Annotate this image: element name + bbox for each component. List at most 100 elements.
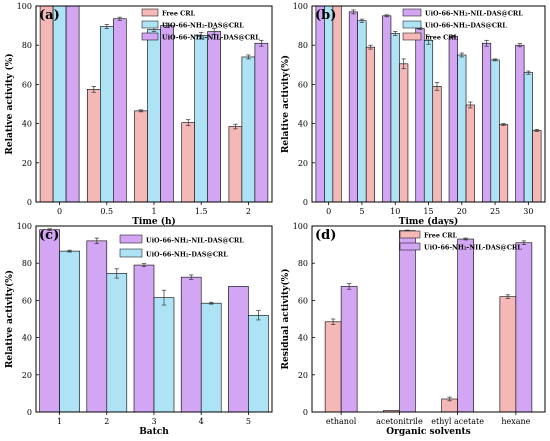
y-tick-label: 100 [293,2,308,11]
y-tick-label: 60 [298,296,308,305]
y-tick-label: 40 [298,120,308,129]
bar [523,72,533,203]
y-tick-label: 80 [22,259,32,268]
bar [482,42,492,203]
bar [86,240,108,413]
bar [134,110,148,203]
bar [365,46,375,203]
bar [490,59,500,203]
legend-label: UiO-66-NH₂-NIL-DAS@CRL [425,10,523,18]
bar [340,286,358,413]
series-d-1 [340,229,533,413]
bar [324,321,342,413]
legend-label: Free CRL [425,34,459,42]
chart-panel-d: 0 20 40 60 80 100 ethanol acetonitrile ethyl ace… [280,222,546,437]
bar [207,31,221,203]
legend-label: Free CRL [424,232,458,240]
x-tick-label: 2 [104,417,109,426]
y-tick-label: 60 [22,80,32,89]
bar [357,20,367,203]
legend-swatch [402,32,422,41]
bar [382,15,392,203]
bar [194,35,208,203]
x-tick-label: 15 [423,207,433,216]
bar [499,124,509,203]
bar [200,302,222,413]
panel-label: (c) [39,228,59,243]
legend-b: UiO-66-NH₂-NIL-DAS@CRL UiO-66-NH₂-DAS@CRL… [402,8,523,42]
series-d-0 [324,294,517,413]
bar [228,126,243,203]
y-axis-title: Relative activity(%) [4,270,15,368]
y-tick-label: 60 [298,80,308,89]
bar [457,54,467,203]
bar [423,39,434,203]
bar [448,36,458,203]
x-tick-label: 1 [57,417,62,426]
y-tick-label: 40 [22,334,32,343]
bar [39,5,54,203]
bar [348,11,358,203]
legend-label: UiO-66-NH₂-NIL-DAS@CRL [162,34,260,42]
legend-label: UiO-66-NH₂-NIL-DAS@CRL [146,237,244,245]
bar [100,26,114,203]
bar [315,5,325,203]
y-tick-label: 80 [298,41,308,50]
legend-swatch [141,20,159,29]
series-b-0 [315,5,525,203]
bar [39,229,60,413]
bar [106,273,128,413]
x-tick-label: ethyl acetate [431,417,484,426]
bar [390,33,400,203]
x-tick-label: 2 [246,207,251,216]
y-tick-label: 40 [22,120,32,129]
bar [254,42,269,203]
x-axis-title: Time (h) [132,216,176,227]
legend-a: Free CRL UiO-66-NH₂-DAS@CRL UiO-66-NH₂-NIL… [141,8,260,42]
x-tick-label: 4 [199,417,204,426]
y-tick-label: 0 [27,408,32,417]
bar [180,276,202,413]
bar [515,242,533,413]
bar [499,296,517,413]
bar [113,18,127,203]
panel-label: (d) [315,228,336,243]
y-tick-label: 100 [293,222,308,231]
legend-swatch [399,230,421,239]
bar [399,63,409,203]
y-tick-label: 0 [303,198,308,207]
y-tick-label: 0 [303,408,308,417]
bar [415,28,425,203]
bar [181,122,195,203]
x-tick-label: 25 [490,207,500,216]
legend-swatch [141,8,159,17]
chart-panel-b: 0 20 40 60 80 100 0 5 10 15 20 25 30 Time (days) Relat… [280,2,546,227]
series-a-2 [65,5,269,203]
bar [532,130,542,203]
series-c-1 [59,249,269,413]
x-tick-label: acetonitrile [376,417,423,426]
y-tick-label: 0 [27,198,32,207]
legend-c: UiO-66-NH₂-NIL-DAS@CRL UiO-66-NH₂-DAS@CRL [119,234,244,259]
panel-label: (b) [315,8,336,23]
y-axis-title: Relative activity (%) [4,53,15,154]
bar [515,44,525,203]
bar [59,250,80,413]
x-tick-label: 10 [390,207,400,216]
x-tick-label: 1 [151,207,156,216]
x-tick-label: 0 [57,207,62,216]
y-tick-label: 20 [22,371,32,380]
legend-swatch [402,20,422,29]
legend-swatch [141,32,159,41]
x-tick-label: ethanol [326,417,357,426]
legend-d: Free CRL UiO-66-NH₂-NIL-DAS@CRL [399,230,522,252]
bar [160,25,174,203]
legend-swatch [399,242,421,251]
y-tick-label: 60 [22,296,32,305]
bar [399,230,416,413]
x-tick-label: 5 [246,417,251,426]
legend-swatch [402,8,422,17]
x-tick-label: 0 [326,207,331,216]
y-tick-label: 40 [298,334,308,343]
legend-label: UiO-66-NH₂-DAS@CRL [162,22,244,30]
